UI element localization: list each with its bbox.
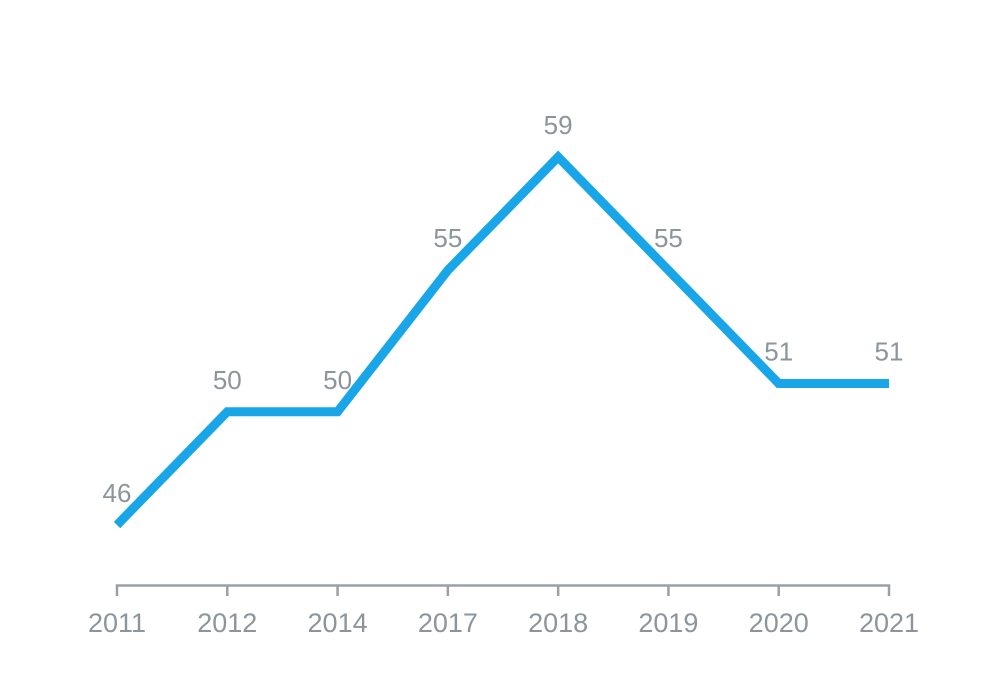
x-tick-label: 2018 (528, 608, 588, 638)
x-tick-label: 2020 (749, 608, 809, 638)
x-tick-label: 2011 (88, 608, 146, 638)
x-axis-group (115, 584, 891, 596)
data-line (113, 150, 889, 529)
data-label: 59 (544, 110, 573, 140)
data-labels-group: 46 50 50 55 59 55 51 51 (103, 110, 904, 508)
data-label: 55 (433, 223, 462, 253)
data-label: 50 (323, 365, 352, 395)
data-label: 50 (213, 365, 242, 395)
data-label: 51 (875, 336, 904, 366)
x-tick-label: 2021 (859, 608, 919, 638)
x-tick-label: 2012 (197, 608, 257, 638)
x-tick-labels-group: 2011 2012 2014 2017 2018 2019 2020 2021 (88, 608, 919, 638)
x-tick-label: 2019 (638, 608, 698, 638)
x-tick-label: 2017 (418, 608, 478, 638)
data-label: 55 (654, 223, 683, 253)
data-line-group (113, 150, 889, 529)
data-label: 46 (103, 478, 132, 508)
data-label: 51 (764, 336, 793, 366)
x-tick-label: 2014 (308, 608, 368, 638)
